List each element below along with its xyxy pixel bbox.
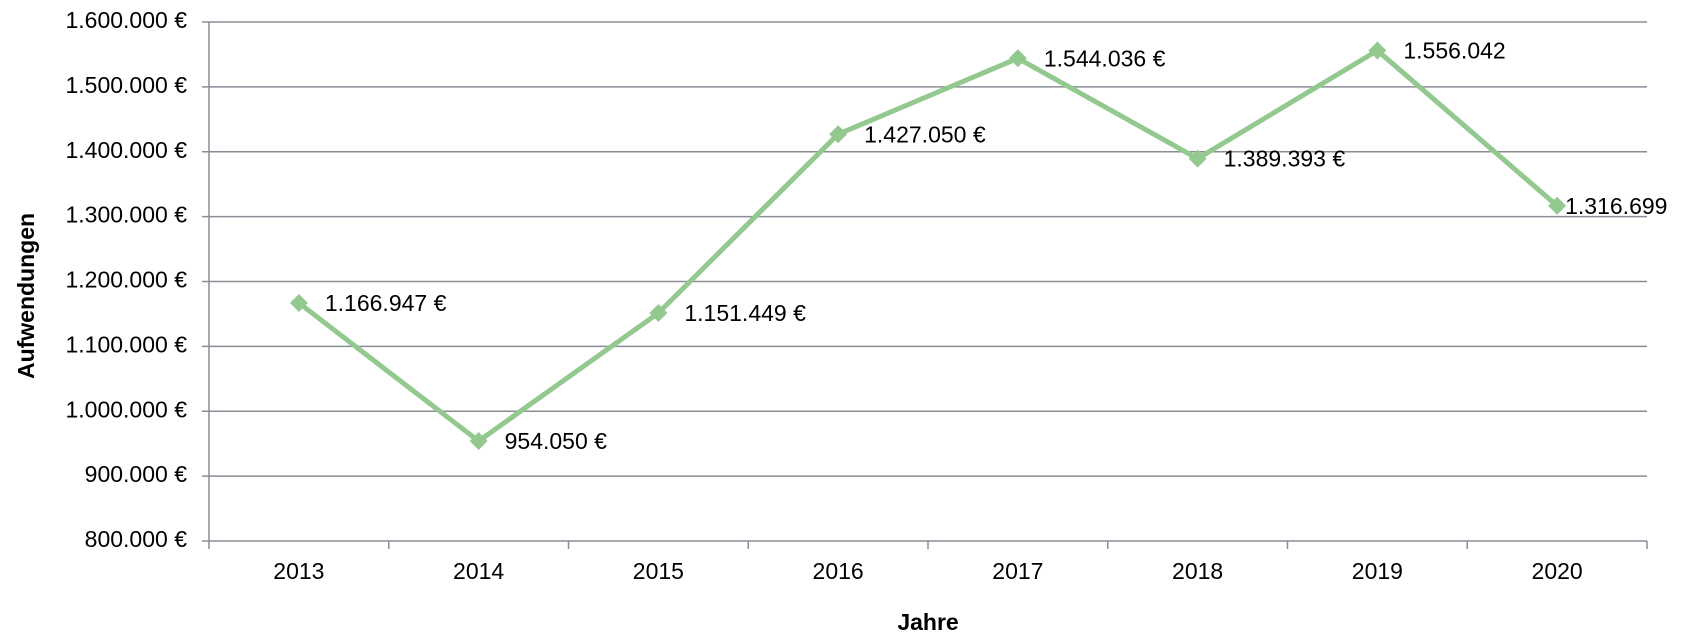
data-point (829, 125, 848, 144)
data-label: 1.166.947 € (325, 290, 447, 316)
x-tick-label: 2017 (992, 558, 1043, 584)
data-label: 1.544.036 € (1044, 45, 1166, 71)
x-axis-title: Jahre (897, 609, 958, 635)
x-tick-label: 2015 (633, 558, 684, 584)
data-point (1188, 149, 1207, 168)
data-point (469, 432, 488, 451)
data-point (1008, 49, 1027, 68)
data-label: 1.389.393 € (1224, 146, 1346, 172)
y-tick-label: 1.000.000 € (65, 396, 187, 422)
data-point (1548, 196, 1567, 215)
y-axis-title: Aufwendungen (13, 213, 39, 379)
data-label: 954.050 € (505, 428, 608, 454)
data-line (297, 48, 1559, 444)
x-tick-label: 2013 (273, 558, 324, 584)
y-tick-label: 1.200.000 € (65, 267, 187, 293)
x-tick-label: 2019 (1352, 558, 1403, 584)
x-tick-label: 2016 (813, 558, 864, 584)
y-tick-label: 900.000 € (85, 461, 188, 487)
data-point (1368, 41, 1387, 60)
data-label: 1.151.449 € (684, 300, 806, 326)
x-tick-label: 2014 (453, 558, 504, 584)
x-tick-label: 2020 (1532, 558, 1583, 584)
data-point (289, 293, 308, 312)
data-label: 1.556.042 (1403, 38, 1505, 64)
y-tick-label: 1.400.000 € (65, 137, 187, 163)
y-tick-label: 1.500.000 € (65, 72, 187, 98)
data-label: 1.316.699 (1565, 193, 1667, 219)
x-tick-label: 2018 (1172, 558, 1223, 584)
y-tick-label: 1.100.000 € (65, 331, 187, 357)
data-label: 1.427.050 € (864, 121, 986, 147)
y-tick-label: 800.000 € (85, 526, 188, 552)
y-tick-label: 1.600.000 € (65, 7, 187, 33)
y-tick-label: 1.300.000 € (65, 202, 187, 228)
data-point (649, 303, 668, 322)
